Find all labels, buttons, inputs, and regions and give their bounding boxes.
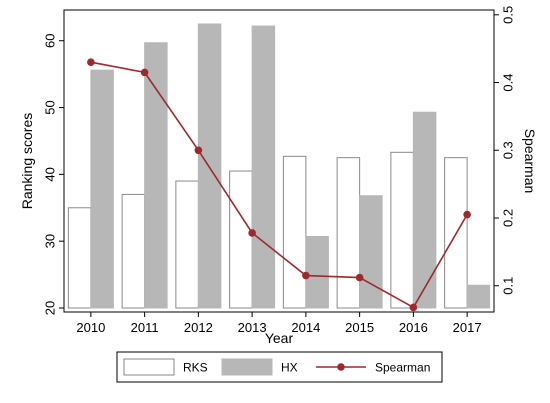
legend-swatch-rks [123,358,175,376]
bar-hx-2014 [305,236,329,309]
left-tick-label: 60 [43,34,58,48]
bar-hx-2011 [144,42,168,309]
right-tick-label: 0.3 [501,141,516,159]
left-tick-label: 50 [43,100,58,114]
bar-hx-2010 [90,69,114,309]
bar-hx-2015 [359,195,383,309]
legend-label-hx: HX [281,361,298,375]
plot-frame [63,9,495,313]
right-tick-label: 0.1 [501,277,516,295]
legend-swatch-spearman-marker [337,363,345,371]
spearman-point-2017 [463,210,471,219]
left-axis: 20 30 40 50 60 [43,34,64,315]
bar-hx-2017 [466,284,491,309]
bar-rks-2010 [67,207,92,309]
bar-rks-2012 [175,180,199,309]
x-tick-label: 2017 [453,320,482,335]
x-tick-label: 2012 [184,320,213,335]
legend-swatch-hx [221,358,273,376]
right-tick-label: 0.5 [501,6,516,24]
bar-rks-2016 [390,151,414,309]
spearman-point-2010 [87,58,95,67]
bar-rks-2015 [336,157,361,309]
right-tick-label: 0.2 [501,209,516,227]
bar-rks-2011 [121,193,146,309]
y2-axis-title: Spearman [522,129,538,194]
x-tick-label: 2016 [399,320,428,335]
legend-label-spearman: Spearman [375,361,430,375]
y-axis-title: Ranking scores [19,113,35,210]
x-axis-title: Year [265,330,294,346]
x-tick-label: 2011 [131,320,159,335]
left-tick-label: 30 [43,234,58,248]
spearman-point-2011 [140,68,149,77]
legend: RKS HX Spearman [116,351,443,383]
spearman-point-2016 [409,303,418,312]
spearman-point-2014 [302,271,310,280]
hx-bars [90,23,491,309]
x-axis: 2010 2011 2012 2013 2014 2015 2016 2017 [76,312,482,335]
bar-hx-2016 [412,111,437,309]
spearman-point-2015 [355,273,364,282]
bar-hx-2013 [251,25,276,309]
bar-hx-2012 [197,23,222,309]
spearman-line-layer [87,58,471,312]
right-axis: 0.1 0.2 0.3 0.4 0.5 [494,6,516,295]
legend-label-rks: RKS [183,361,208,375]
x-tick-label: 2013 [238,320,267,335]
left-tick-label: 20 [43,301,58,315]
bar-rks-2013 [229,170,253,309]
spearman-point-2012 [194,146,203,155]
x-tick-label: 2014 [291,320,320,335]
spearman-point-2013 [248,229,256,237]
x-tick-label: 2010 [76,320,105,335]
x-tick-label: 2015 [345,320,374,335]
bar-rks-2014 [282,155,307,309]
left-tick-label: 40 [43,167,58,181]
right-tick-label: 0.4 [501,73,516,91]
spearman-line [90,61,468,309]
